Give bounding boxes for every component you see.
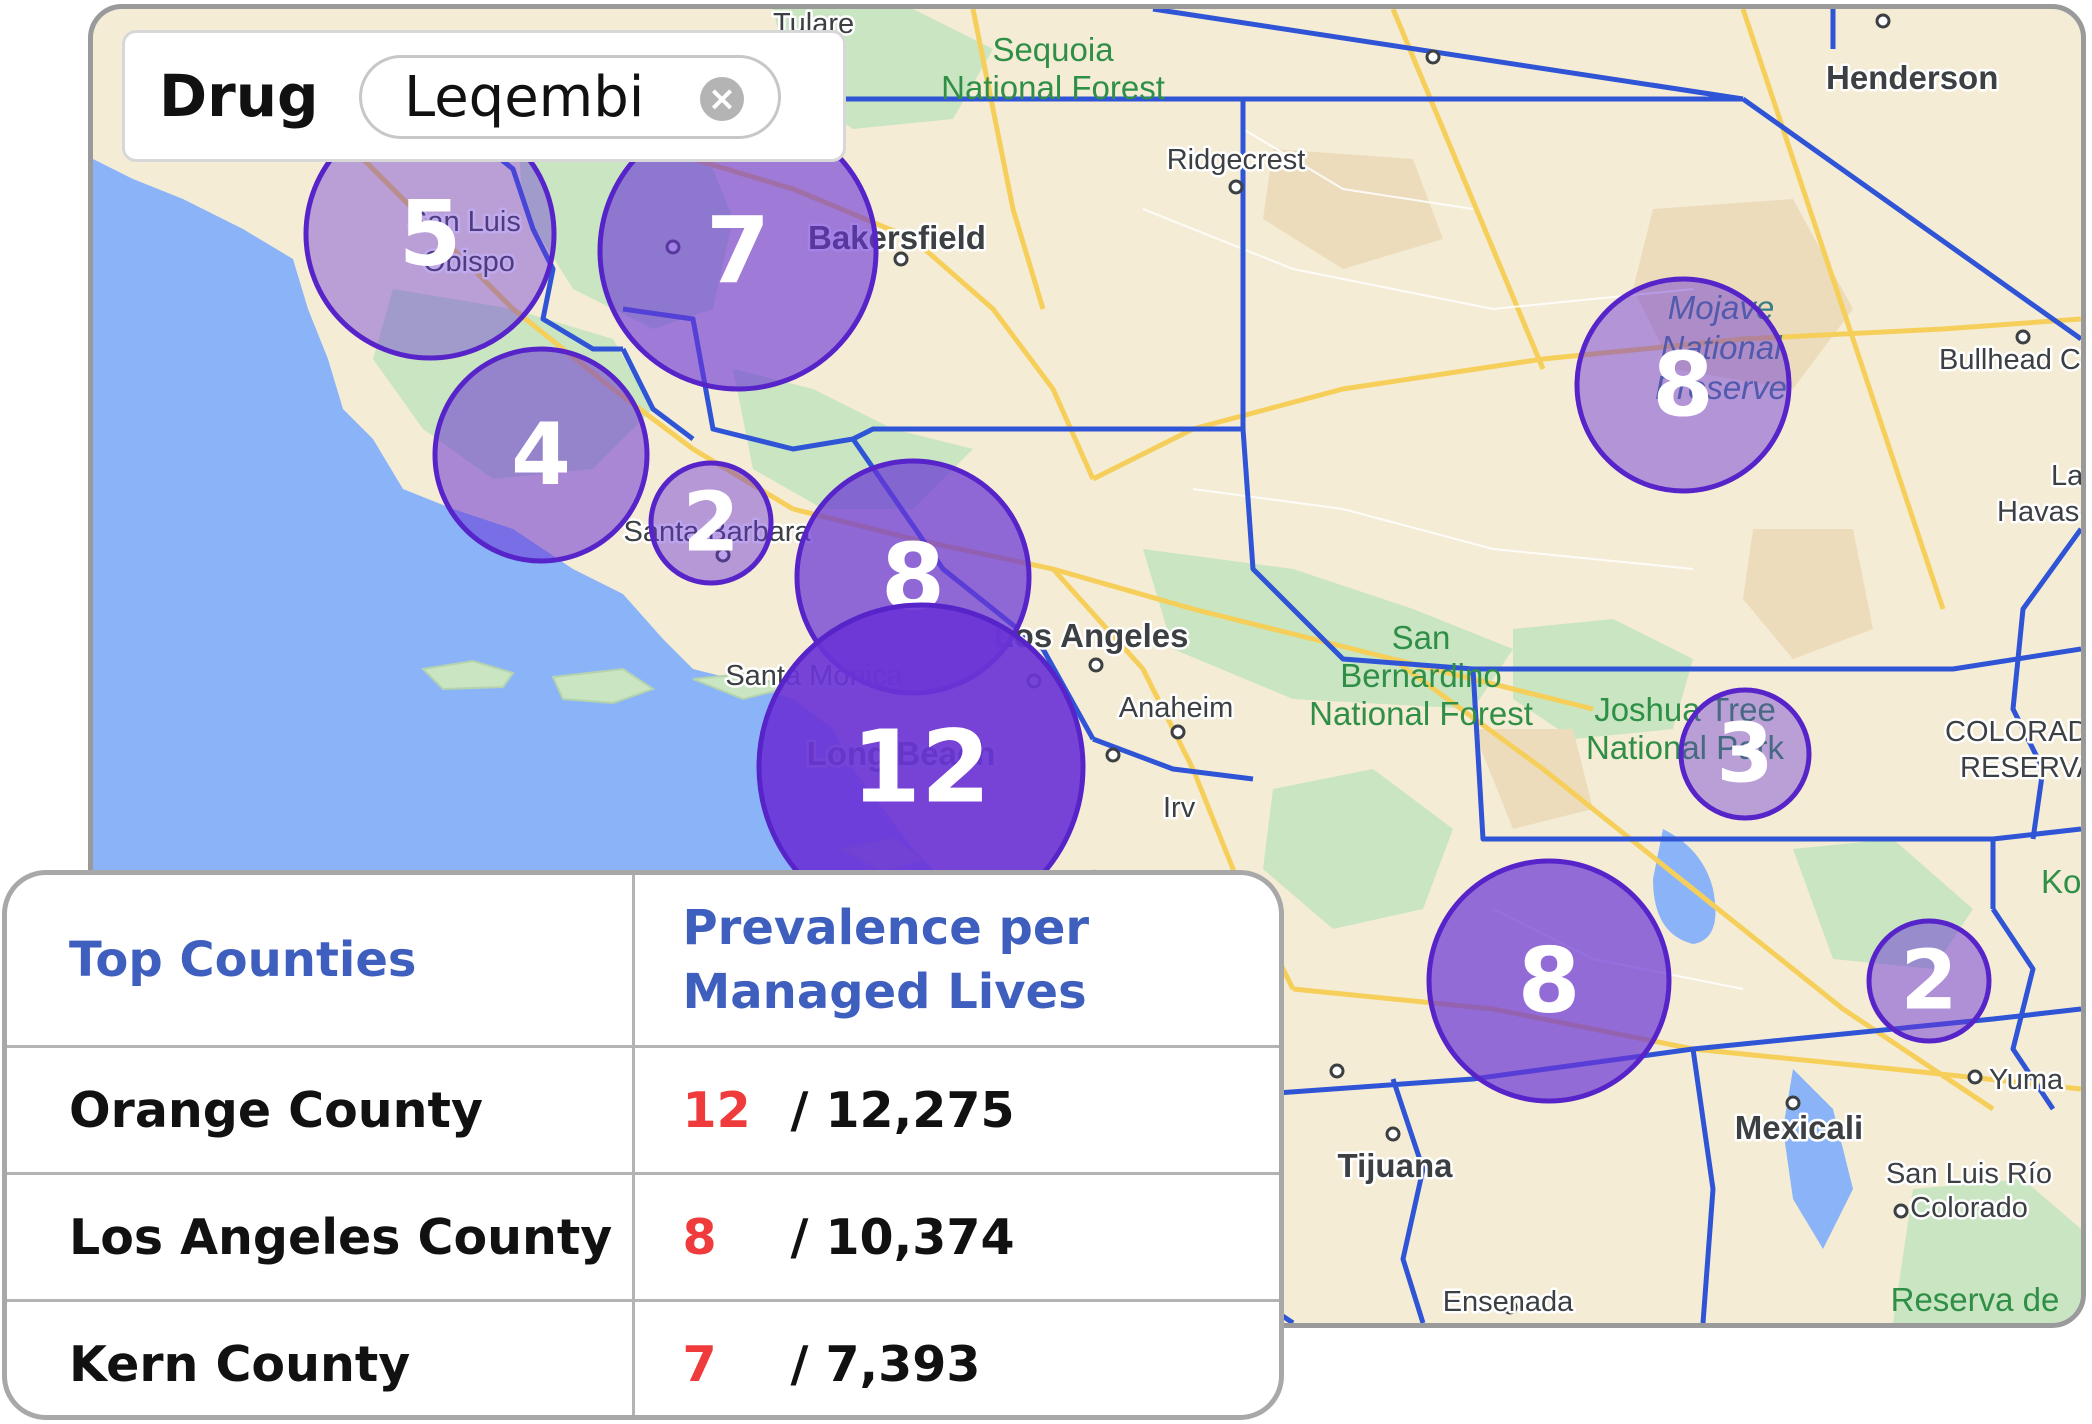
place-label-obispo: Obispo: [423, 246, 515, 278]
place-label-joshua1: Joshua Tree: [1594, 691, 1776, 728]
table-header-row: Top Counties Prevalence per Managed Live…: [7, 875, 1279, 1048]
place-label-henderson: Henderson: [1826, 59, 1998, 96]
bubble-value: 3: [1716, 707, 1773, 802]
top-counties-table-card: Top Counties Prevalence per Managed Live…: [2, 870, 1284, 1420]
prevalence-cell: 8 / 10,374: [633, 1173, 1279, 1302]
place-label-sanbern2: Bernardino: [1340, 657, 1501, 694]
place-label-ridgecrest: Ridgecrest: [1167, 144, 1306, 176]
bubble-circle[interactable]: [1866, 918, 1992, 1044]
place-label-colorado1: COLORADO: [1945, 716, 2081, 748]
bubble-riverside[interactable]: 3: [1678, 687, 1812, 821]
managed-lives: / 10,374: [790, 1208, 1015, 1266]
place-label-havasu: Havas: [1997, 496, 2079, 528]
place-label-sanluisrio2: Colorado: [1910, 1192, 2028, 1224]
prevalence-cell: 12 / 12,275: [633, 1046, 1279, 1175]
place-label-mexicali: Mexicali: [1735, 1109, 1863, 1146]
desert-areas: [1263, 149, 1873, 829]
bubble-circle[interactable]: [1426, 858, 1672, 1104]
bubble-value: 2: [1900, 934, 1957, 1029]
place-label-ensenada: Ensenada: [1443, 1286, 1574, 1318]
drug-filter-label: Drug: [159, 62, 319, 130]
drug-filter-chip-text: Leqembi: [404, 64, 645, 130]
salton-sea: [1653, 829, 1716, 944]
header-top-counties[interactable]: Top Counties: [7, 875, 635, 1048]
bubble-circle[interactable]: [1678, 687, 1812, 821]
bubble-san-bernardino[interactable]: 8: [1574, 276, 1792, 494]
place-label-reserva: Reserva de: [1891, 1281, 2060, 1318]
place-label-anaheim: Anaheim: [1119, 692, 1233, 724]
bubble-value: 8: [1518, 929, 1581, 1034]
prevalence-count: 12: [682, 1081, 751, 1139]
minor-roads: [1142, 128, 1744, 990]
laguna-salada: [1783, 1069, 1853, 1249]
bubble-value: 4: [511, 405, 571, 505]
close-circle-icon[interactable]: ×: [700, 77, 744, 121]
top-counties-table: Top Counties Prevalence per Managed Live…: [7, 875, 1279, 1416]
drug-filter-chip[interactable]: Leqembi ×: [359, 55, 781, 139]
place-label-sanluis: San Luis: [408, 206, 521, 238]
header-prevalence-line2: Managed Lives: [682, 964, 1087, 1020]
place-label-irvine: Irv: [1163, 792, 1196, 824]
bubble-value: 12: [851, 709, 990, 826]
bubble-san-diego[interactable]: 8: [1426, 858, 1672, 1104]
place-label-sequoia: Sequoia: [992, 31, 1114, 68]
place-label-mojave2: National: [1660, 329, 1783, 366]
bubble-value: 2: [682, 476, 739, 571]
table-row[interactable]: Kern County 7 / 7,393: [7, 1300, 1279, 1416]
county-name: Orange County: [7, 1046, 635, 1175]
place-label-bullhead: Bullhead C: [1939, 344, 2081, 376]
place-label-sequoia2: National Forest: [941, 69, 1165, 106]
managed-lives: / 7,393: [790, 1335, 981, 1393]
bubble-ventura[interactable]: 2: [648, 460, 774, 586]
place-label-mojave3: Preserve: [1655, 369, 1787, 406]
header-prevalence[interactable]: Prevalence per Managed Lives: [633, 875, 1279, 1048]
place-label-colorado2: RESERVA: [1960, 752, 2081, 784]
bubble-santa-barbara[interactable]: 4: [432, 346, 650, 564]
city-markers: [665, 13, 2031, 1315]
drug-filter-card: Drug Leqembi ×: [122, 30, 846, 162]
place-label-yuma: Yuma: [1989, 1064, 2064, 1096]
bubble-circle[interactable]: [432, 346, 650, 564]
prevalence-count: 7: [682, 1335, 717, 1393]
place-label-ko: Ko: [2041, 863, 2081, 900]
place-label-sanbern1: San: [1392, 619, 1451, 656]
bubble-circle[interactable]: [1574, 276, 1792, 494]
bubble-value: 8: [1652, 334, 1713, 437]
county-name: Los Angeles County: [7, 1173, 635, 1302]
header-prevalence-line1: Prevalence per: [682, 900, 1090, 956]
table-row[interactable]: Orange County 12 / 12,275: [7, 1046, 1279, 1175]
prevalence-count: 8: [682, 1208, 717, 1266]
place-label-sanluisrio1: San Luis Río: [1886, 1158, 2052, 1190]
bubble-value: 7: [706, 198, 770, 305]
prevalence-cell: 7 / 7,393: [633, 1301, 1279, 1416]
managed-lives: / 12,275: [790, 1081, 1015, 1139]
bubble-value: 5: [399, 182, 462, 287]
bubble-imperial[interactable]: 2: [1866, 918, 1992, 1044]
table-row[interactable]: Los Angeles County 8 / 10,374: [7, 1173, 1279, 1302]
county-name: Kern County: [7, 1300, 635, 1415]
place-label-tijuana: Tijuana: [1338, 1147, 1454, 1184]
place-label-lak: Lak: [2051, 460, 2081, 492]
place-label-sanbern3: National Forest: [1309, 695, 1533, 732]
bubble-circle[interactable]: [648, 460, 774, 586]
